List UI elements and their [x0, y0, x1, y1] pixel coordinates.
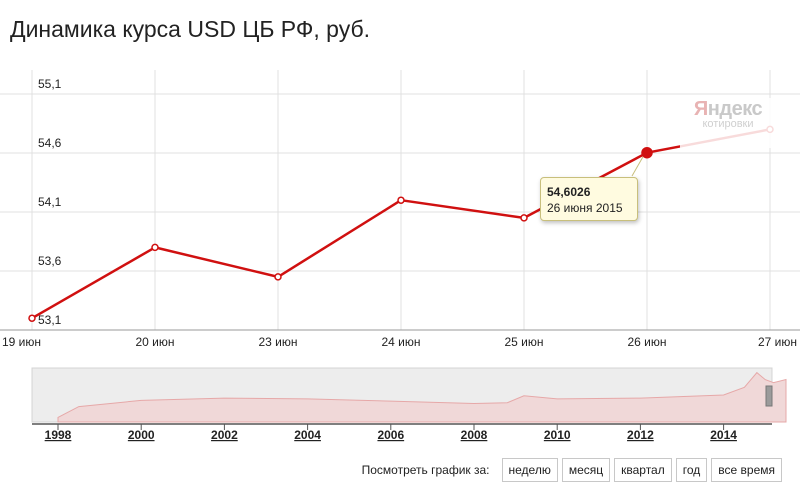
x-tick-label: 24 июн — [381, 335, 420, 349]
tooltip-date: 26 июня 2015 — [547, 201, 623, 215]
navigator-year-label: 2000 — [128, 428, 155, 442]
navigator-area — [57, 371, 787, 423]
tooltip-value: 54,6026 — [547, 185, 591, 199]
navigator-year-label: 2010 — [544, 428, 571, 442]
y-tick-label: 55,1 — [38, 77, 62, 91]
y-tick-label: 53,6 — [38, 254, 62, 268]
x-tick-label: 23 июн — [258, 335, 297, 349]
data-point — [274, 273, 282, 281]
data-point — [397, 196, 405, 204]
navigator-year-label: 2002 — [211, 428, 238, 442]
x-tick-label: 19 июн — [2, 335, 41, 349]
navigator-year-label: 2006 — [377, 428, 404, 442]
data-point — [151, 243, 159, 252]
range-selector-label: Посмотреть график за: — [361, 463, 490, 477]
yandex-logo: Яндекс — [680, 98, 776, 121]
range-all-time-button[interactable]: все время — [711, 458, 782, 482]
watermark-subtitle: котировки — [702, 118, 754, 130]
chart-title: Динамика курса USD ЦБ РФ, руб. — [10, 16, 371, 42]
navigator-year-label: 2004 — [294, 428, 321, 442]
logo-rest: ндекс — [707, 98, 763, 120]
data-point — [28, 314, 36, 322]
data-point — [520, 214, 528, 222]
range-month-button[interactable]: месяц — [561, 458, 611, 482]
y-tick-label: 53,1 — [38, 313, 62, 327]
range-year-button[interactable]: год — [675, 458, 708, 482]
x-tick-label: 26 июн — [627, 335, 666, 349]
range-week-button[interactable]: неделю — [501, 458, 558, 482]
highlighted-point — [641, 146, 653, 159]
navigator-year-label: 2008 — [461, 428, 488, 442]
point-tooltip: 54,6026 26 июня 2015 — [540, 177, 638, 221]
x-tick-label: 20 июн — [135, 335, 174, 349]
y-tick-label: 54,1 — [38, 195, 62, 209]
navigator-year-label: 2012 — [627, 428, 654, 442]
y-tick-label: 54,6 — [38, 136, 62, 150]
yandex-watermark: Яндекс котировки — [680, 98, 776, 148]
navigator-year-label: 2014 — [710, 428, 737, 442]
navigator-year-label: 1998 — [45, 428, 72, 442]
range-selector: Посмотреть график за: неделю месяц кварт… — [362, 458, 782, 482]
tooltip-pointer — [631, 156, 644, 177]
x-tick-label: 25 июн — [504, 335, 543, 349]
logo-first-letter: Я — [693, 98, 708, 120]
range-quarter-button[interactable]: квартал — [614, 458, 672, 482]
x-tick-label: 27 июн — [758, 335, 797, 349]
navigator-handle — [765, 385, 773, 407]
